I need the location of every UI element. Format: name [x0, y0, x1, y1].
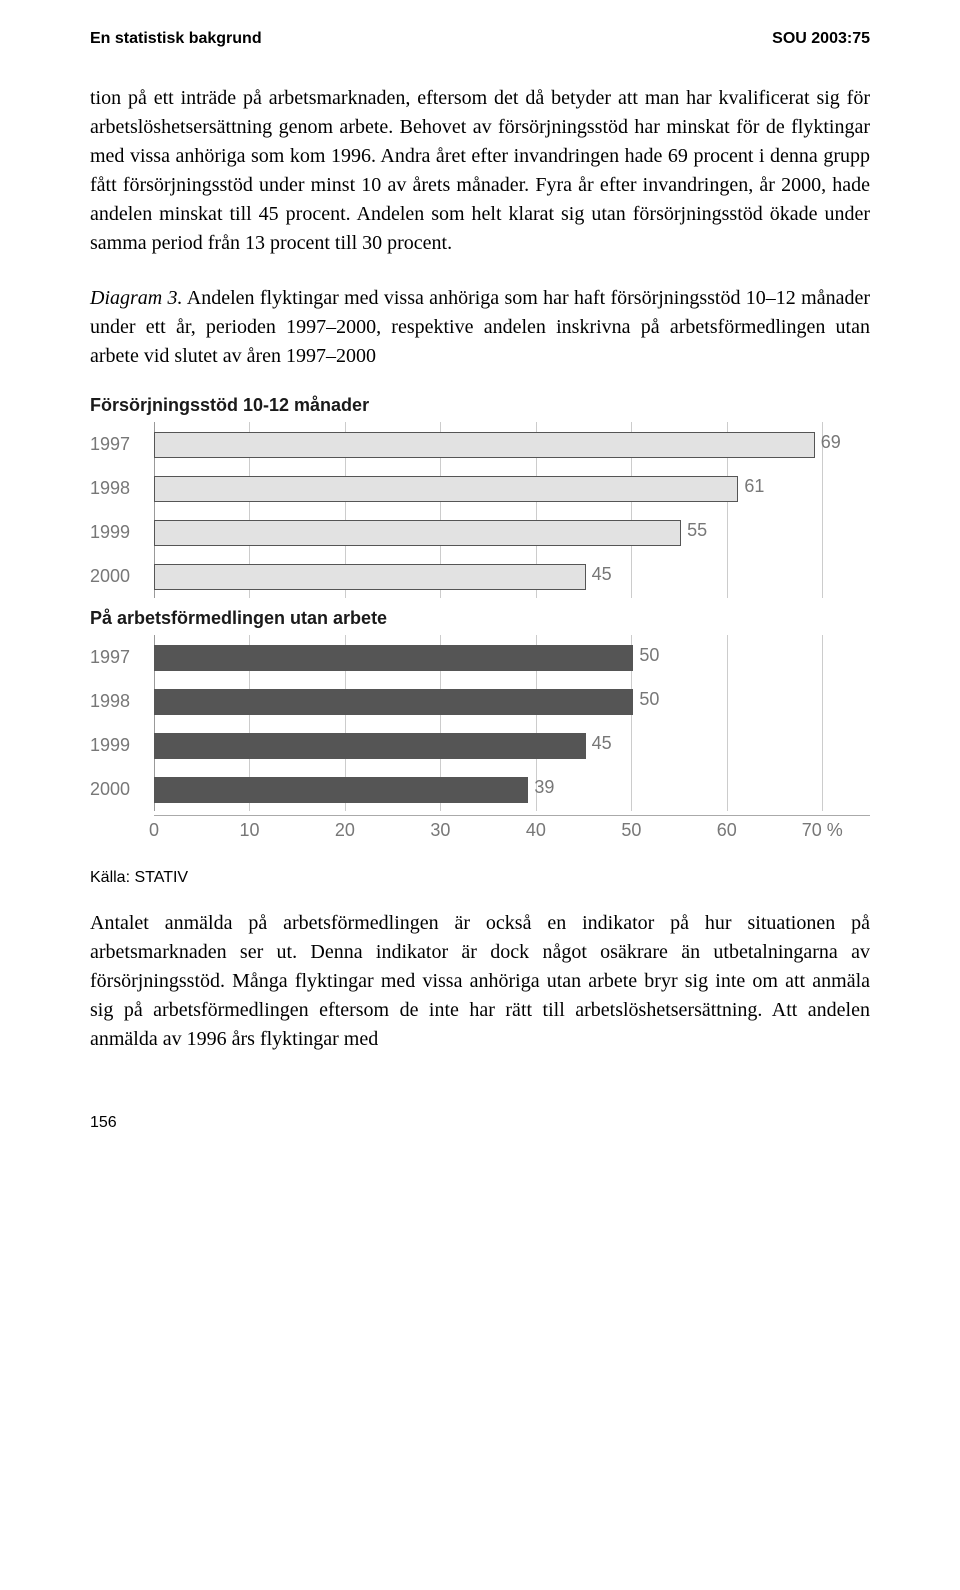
- chart-source: Källa: STATIV: [90, 869, 870, 887]
- x-tick-label: 30: [430, 820, 450, 841]
- header-left: En statistisk bakgrund: [90, 30, 262, 48]
- x-axis: 0 10 20 30 40 50 60 70 %: [90, 815, 870, 841]
- paragraph-2: Antalet anmälda på arbetsförmedlingen är…: [90, 909, 870, 1054]
- x-axis-track: 010203040506070 %: [154, 815, 870, 841]
- bar-row: 2000 45: [90, 554, 870, 598]
- chart-section-title: Försörjningsstöd 10-12 månader: [90, 395, 870, 416]
- gridline: [822, 635, 823, 679]
- bar: [154, 645, 633, 671]
- bar-value-label: 45: [592, 564, 612, 585]
- bar-plot: 45: [154, 723, 870, 767]
- page-number: 156: [90, 1114, 870, 1132]
- header-right: SOU 2003:75: [772, 30, 870, 48]
- bar: [154, 564, 586, 590]
- caption-rest: Andelen flyktingar med vissa anhöriga so…: [90, 287, 870, 367]
- bar-row: 1998 61: [90, 466, 870, 510]
- x-tick-label: 70 %: [802, 820, 843, 841]
- bar-year-label: 1998: [90, 478, 154, 499]
- bar-plot: 50: [154, 635, 870, 679]
- bar-plot: 61: [154, 466, 870, 510]
- bar: [154, 520, 681, 546]
- chart-section: 1997 69 1998 61 1999 55 2000 45: [90, 422, 870, 598]
- gridline: [822, 767, 823, 811]
- gridline: [631, 554, 632, 598]
- bar-plot: 39: [154, 767, 870, 811]
- bar-row: 1999 45: [90, 723, 870, 767]
- bar-year-label: 1997: [90, 647, 154, 668]
- paragraph-1: tion på ett inträde på arbetsmarknaden, …: [90, 84, 870, 258]
- bar-year-label: 1999: [90, 522, 154, 543]
- bar-value-label: 55: [687, 520, 707, 541]
- chart-section-title: På arbetsförmedlingen utan arbete: [90, 608, 870, 629]
- gridline: [727, 635, 728, 679]
- bar-value-label: 50: [639, 689, 659, 710]
- diagram-3-chart: Försörjningsstöd 10-12 månader 1997 69 1998…: [90, 395, 870, 841]
- gridline: [631, 723, 632, 767]
- gridline: [727, 767, 728, 811]
- gridline: [822, 466, 823, 510]
- diagram-caption: Diagram 3. Andelen flyktingar med vissa …: [90, 284, 870, 371]
- bar-value-label: 61: [744, 476, 764, 497]
- bar-row: 2000 39: [90, 767, 870, 811]
- bar: [154, 733, 586, 759]
- gridline: [822, 723, 823, 767]
- bar-year-label: 1998: [90, 691, 154, 712]
- gridline: [727, 554, 728, 598]
- page-header: En statistisk bakgrund SOU 2003:75: [90, 30, 870, 48]
- gridline: [822, 510, 823, 554]
- bar-plot: 69: [154, 422, 870, 466]
- chart-section: 1997 50 1998 50 1999 45 2000 39: [90, 635, 870, 811]
- x-tick-label: 0: [149, 820, 159, 841]
- bar-value-label: 69: [821, 432, 841, 453]
- bar: [154, 689, 633, 715]
- bar: [154, 432, 815, 458]
- gridline: [631, 767, 632, 811]
- bar-value-label: 50: [639, 645, 659, 666]
- x-tick-label: 60: [717, 820, 737, 841]
- bar-row: 1998 50: [90, 679, 870, 723]
- gridline: [727, 510, 728, 554]
- bar-year-label: 1997: [90, 434, 154, 455]
- gridline: [822, 679, 823, 723]
- x-tick-label: 20: [335, 820, 355, 841]
- x-tick-label: 10: [239, 820, 259, 841]
- bar-plot: 45: [154, 554, 870, 598]
- bar-row: 1999 55: [90, 510, 870, 554]
- gridline: [727, 723, 728, 767]
- bar-plot: 55: [154, 510, 870, 554]
- bar-year-label: 2000: [90, 566, 154, 587]
- bar-year-label: 1999: [90, 735, 154, 756]
- gridline: [727, 679, 728, 723]
- bar: [154, 777, 528, 803]
- gridline: [822, 554, 823, 598]
- bar-value-label: 45: [592, 733, 612, 754]
- bar-value-label: 39: [534, 777, 554, 798]
- bar-year-label: 2000: [90, 779, 154, 800]
- bar-plot: 50: [154, 679, 870, 723]
- bar-row: 1997 50: [90, 635, 870, 679]
- x-tick-label: 40: [526, 820, 546, 841]
- x-tick-label: 50: [621, 820, 641, 841]
- bar: [154, 476, 738, 502]
- caption-lead: Diagram 3.: [90, 287, 183, 309]
- bar-row: 1997 69: [90, 422, 870, 466]
